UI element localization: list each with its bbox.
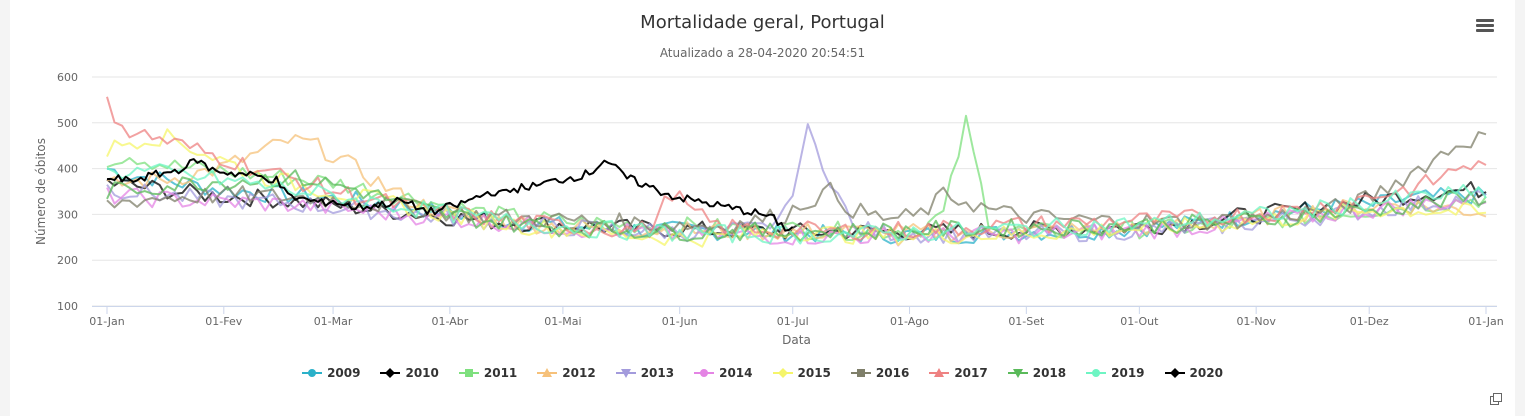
legend-marker-2019 — [1086, 369, 1107, 377]
legend-label: 2015 — [797, 366, 831, 380]
legend-item-2018[interactable]: 2018 — [1007, 366, 1067, 380]
legend-marker-2011 — [458, 369, 479, 377]
x-tick-label: 01-Jun — [662, 315, 698, 328]
legend-item-2015[interactable]: 2015 — [772, 366, 831, 380]
x-tick-label: 01-Ago — [890, 315, 929, 328]
x-tick-label: 01-Set — [1008, 315, 1045, 328]
chart-title: Mortalidade geral, Portugal — [640, 12, 885, 33]
chart-menu-icon[interactable] — [1473, 17, 1497, 39]
legend-marker-2018 — [1007, 369, 1028, 378]
series-line-2018 — [106, 169, 1487, 242]
x-tick-label: 01-Jan — [1468, 315, 1504, 328]
legend-marker-2020 — [1164, 368, 1185, 378]
x-tick-label: 01-Jul — [777, 315, 809, 328]
x-tick-label: 01-Dez — [1350, 315, 1389, 328]
legend-item-2013[interactable]: 2013 — [615, 366, 675, 380]
x-tick-label: 01-Mai — [544, 315, 581, 328]
legend-label: 2009 — [327, 366, 361, 380]
y-tick-label: 500 — [57, 117, 78, 130]
legend-label: 2020 — [1189, 366, 1223, 380]
legend-item-2011[interactable]: 2011 — [458, 366, 518, 380]
series-line-2020 — [106, 158, 794, 232]
chart-subtitle: Atualizado a 28-04-2020 20:54:51 — [659, 46, 866, 60]
y-tick-label: 300 — [57, 208, 78, 221]
legend-marker-2017 — [929, 368, 950, 377]
legend-label: 2018 — [1032, 366, 1067, 380]
y-tick-label: 200 — [57, 254, 78, 267]
legend-marker-2010 — [380, 368, 401, 378]
y-tick-label: 600 — [57, 71, 78, 84]
x-tick-label: 01-Out — [1120, 315, 1159, 328]
x-tick-label: 01-Mar — [314, 315, 353, 328]
legend-item-2009[interactable]: 2009 — [302, 366, 360, 380]
y-tick-label: 100 — [57, 300, 78, 313]
legend-item-2014[interactable]: 2014 — [694, 366, 753, 380]
legend-item-2019[interactable]: 2019 — [1086, 366, 1145, 380]
x-tick-label: 01-Fev — [205, 315, 242, 328]
chart-plot: 100 200 300 400 500 600 01-Jan 01-Fev 01-Mar 01-A… — [34, 71, 1504, 347]
legend-label: 2011 — [483, 366, 518, 380]
legend-item-2016[interactable]: 2016 — [850, 366, 910, 380]
x-axis-title: Data — [782, 333, 811, 347]
series-line-2013 — [106, 123, 1487, 244]
series-line-2015 — [106, 128, 1487, 248]
x-tick-label: 01-Nov — [1236, 315, 1276, 328]
y-axis-title: Número de óbitos — [34, 138, 48, 245]
legend-label: 2019 — [1111, 366, 1145, 380]
legend-marker-2009 — [302, 369, 323, 377]
copy-icon[interactable] — [1489, 392, 1503, 406]
legend-label: 2016 — [875, 366, 910, 380]
legend-label: 2014 — [719, 366, 753, 380]
legend-marker-2013 — [615, 369, 636, 378]
legend-item-2017[interactable]: 2017 — [929, 366, 988, 380]
chart-legend: 2009 2010 2011 2012 2013 2014 2015 2016 2017 2018… — [0, 366, 1525, 380]
series-line-2019 — [106, 163, 1487, 245]
legend-marker-2015 — [772, 368, 793, 378]
legend-label: 2013 — [640, 366, 675, 380]
legend-item-2012[interactable]: 2012 — [537, 366, 596, 380]
legend-marker-2014 — [694, 369, 715, 377]
legend-marker-2016 — [850, 369, 871, 377]
legend-item-2010[interactable]: 2010 — [380, 366, 439, 380]
x-tick-label: 01-Abr — [431, 315, 468, 328]
legend-label: 2012 — [562, 366, 596, 380]
legend-marker-2012 — [537, 368, 558, 377]
y-tick-label: 400 — [57, 163, 78, 176]
legend-label: 2010 — [405, 366, 439, 380]
legend-item-2020[interactable]: 2020 — [1164, 366, 1223, 380]
x-tick-label: 01-Jan — [89, 315, 125, 328]
legend-label: 2017 — [954, 366, 988, 380]
